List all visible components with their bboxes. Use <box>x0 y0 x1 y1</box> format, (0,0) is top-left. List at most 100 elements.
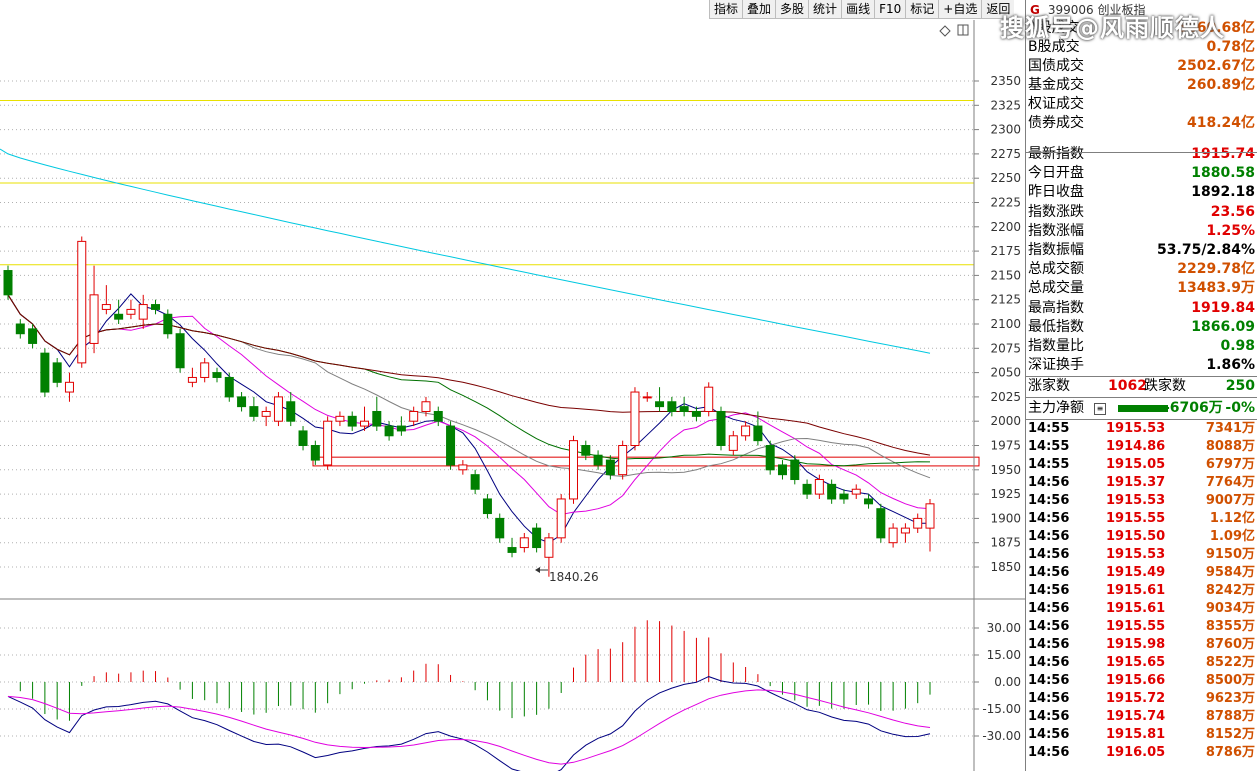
tick-price: 1915.66 <box>1106 673 1166 688</box>
quote-row-value: 2229.78亿 <box>1177 261 1255 278</box>
candle <box>630 387 640 451</box>
tick-time: 14:56 <box>1028 709 1070 724</box>
price-tick-label: 1975 <box>990 439 1021 453</box>
macd-tick-label: -15.00 <box>982 702 1021 716</box>
candle <box>482 494 492 519</box>
tick-time: 14:56 <box>1028 601 1070 616</box>
candle <box>433 406 443 427</box>
quote-row-label: 深证换手 <box>1028 357 1084 374</box>
tick-row: 14:56 1916.05 8786万 <box>1026 744 1257 762</box>
tick-volume: 8152万 <box>1205 727 1255 742</box>
tick-time: 14:56 <box>1028 565 1070 580</box>
watermark: 搜狐号@风雨顺德人 <box>1000 14 1225 42</box>
kline-chart[interactable]: 2350 2325 2300 2275 2250 2225 2200 2175 2150 2125… <box>0 0 1025 775</box>
candle <box>568 435 578 504</box>
tick-row: 14:56 1915.37 7764万 <box>1026 474 1257 492</box>
quote-row: 总成交量 13483.9万 <box>1026 279 1257 298</box>
price-tick-label: 1900 <box>990 511 1021 525</box>
price-tick-label: 2100 <box>990 317 1021 331</box>
candle <box>212 367 222 383</box>
toolbar-button-3[interactable]: 统计 <box>808 0 841 18</box>
tick-time: 14:55 <box>1028 439 1070 454</box>
toolbar-button-7[interactable]: +自选 <box>938 0 981 18</box>
tick-time: 14:56 <box>1028 511 1070 526</box>
toolbar-button-8[interactable]: 返回 <box>981 0 1014 18</box>
tick-time: 14:56 <box>1028 493 1070 508</box>
tick-time: 14:56 <box>1028 673 1070 688</box>
tick-price: 1915.49 <box>1106 565 1166 580</box>
quote-row-value: 1880.58 <box>1191 165 1255 182</box>
quote-row: 今日开盘 1880.58 <box>1026 164 1257 183</box>
quote-row-value: 1.25% <box>1206 222 1255 239</box>
quote-row: 深证换手 1.86% <box>1026 356 1257 375</box>
tick-time: 14:56 <box>1028 583 1070 598</box>
candle <box>679 396 689 417</box>
tick-volume: 8500万 <box>1205 673 1255 688</box>
candle <box>298 426 308 451</box>
toolbar-button-0[interactable]: 指标 <box>709 0 742 18</box>
candle <box>876 503 886 543</box>
toolbar-button-2[interactable]: 多股 <box>775 0 808 18</box>
tick-row: 14:55 1915.05 6797万 <box>1026 456 1257 474</box>
turnover-row: 债券成交 418.24亿 <box>1026 114 1257 133</box>
toolbar-button-6[interactable]: 标记 <box>905 0 938 18</box>
table-icon[interactable]: ≡ <box>1094 403 1106 415</box>
tick-volume: 9034万 <box>1205 601 1255 616</box>
turnover-row: B股成交 0.78亿 <box>1026 38 1257 57</box>
macd-tick-label: 0.00 <box>994 675 1021 689</box>
quote-row-value: 0.98 <box>1220 338 1255 354</box>
tick-time: 14:56 <box>1028 547 1070 562</box>
candle <box>396 416 406 436</box>
tick-volume: 8788万 <box>1205 709 1255 724</box>
price-tick-label: 2125 <box>990 293 1021 307</box>
chart-area[interactable]: 2350 2325 2300 2275 2250 2225 2200 2175 2150 2125… <box>0 0 1025 775</box>
candle <box>814 474 824 499</box>
candle <box>101 285 111 315</box>
tick-volume: 8088万 <box>1205 439 1255 454</box>
tick-price: 1915.61 <box>1106 601 1166 616</box>
quote-row-label: 指数涨跌 <box>1028 203 1084 220</box>
quote-row-value: 1892.18 <box>1191 184 1255 201</box>
price-tick-label: 2300 <box>990 123 1021 137</box>
turnover-row-label: B股成交 <box>1028 39 1080 55</box>
turnover-row-label: 国债成交 <box>1028 58 1084 74</box>
candle <box>900 523 910 543</box>
tick-price: 1915.53 <box>1106 421 1166 436</box>
candle <box>556 494 566 543</box>
candle <box>753 411 763 446</box>
candle <box>372 396 382 431</box>
toolbar-button-1[interactable]: 叠加 <box>742 0 775 18</box>
ma-line <box>7 294 931 516</box>
tick-volume: 8242万 <box>1205 583 1255 598</box>
dea-line <box>7 689 931 765</box>
quote-row-value: 13483.9万 <box>1177 280 1255 297</box>
candle <box>237 392 247 412</box>
index-code: 399006 <box>1047 3 1094 17</box>
chart-controls[interactable] <box>939 24 969 37</box>
candle <box>52 358 62 388</box>
candle <box>777 460 787 480</box>
price-tick-label: 2325 <box>990 98 1021 112</box>
quote-row-label: 最高指数 <box>1028 299 1084 316</box>
candle <box>704 382 714 417</box>
toolbar-button-4[interactable]: 画线 <box>841 0 874 18</box>
candle <box>864 494 874 509</box>
turnover-row-value: 5660.68亿 <box>1177 20 1255 36</box>
candle <box>28 324 38 349</box>
quote-row: 指数涨幅 1.25% <box>1026 222 1257 241</box>
toolbar-button-5[interactable]: F10 <box>874 0 905 18</box>
macd-tick-label: -30.00 <box>982 729 1021 743</box>
candle <box>409 406 419 427</box>
turnover-row: 权证成交 <box>1026 95 1257 114</box>
tick-row: 14:56 1915.74 8788万 <box>1026 708 1257 726</box>
macd-histogram <box>19 620 931 721</box>
tick-row: 14:56 1915.72 9623万 <box>1026 690 1257 708</box>
quote-row-value: 1866.09 <box>1191 318 1255 335</box>
candle <box>790 455 800 485</box>
turnover-row-value: 418.24亿 <box>1186 115 1255 131</box>
turnover-row: A股成交 5660.68亿 <box>1026 19 1257 38</box>
candle <box>15 319 25 339</box>
candle <box>89 265 99 354</box>
price-tick-label: 2250 <box>990 171 1021 185</box>
tick-time: 14:56 <box>1028 475 1070 490</box>
